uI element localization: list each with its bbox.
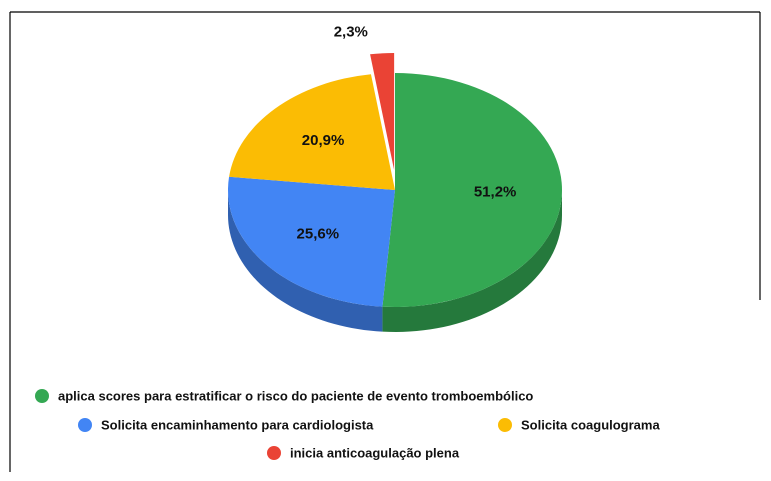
legend-label: Solicita encaminhamento para cardiologis… [101, 417, 374, 432]
legend-label: Solicita coagulograma [521, 417, 660, 432]
legend-label: aplica scores para estratificar o risco … [58, 388, 533, 403]
legend-swatch [498, 418, 512, 432]
legend-swatch [78, 418, 92, 432]
value-label: 2,3% [334, 23, 368, 40]
value-label: 25,6% [297, 226, 340, 243]
legend-swatch [267, 446, 281, 460]
value-label: 20,9% [302, 132, 345, 149]
legend-label: inicia anticoagulação plena [290, 445, 460, 460]
slice [382, 73, 562, 307]
slice [229, 74, 395, 190]
value-label: 51,2% [474, 184, 517, 201]
slice-side [382, 190, 562, 332]
slice [228, 176, 395, 307]
legend-swatch [35, 389, 49, 403]
slice [370, 53, 395, 171]
slice-side [228, 190, 383, 332]
